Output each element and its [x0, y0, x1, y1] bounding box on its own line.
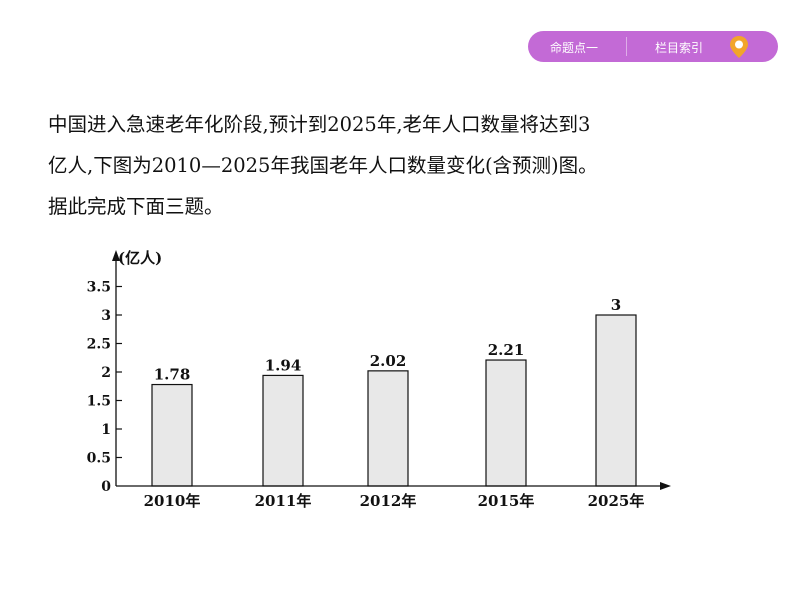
y-tick-label: 2.5: [87, 337, 111, 353]
y-tick-label: 3: [101, 308, 111, 324]
bar: [595, 314, 637, 487]
y-tick-label: 3.5: [87, 280, 111, 296]
question-intro: 中国进入急速老年化阶段,预计到2025年,老年人口数量将达到3 亿人,下图为20…: [48, 104, 768, 227]
x-category-label: 2015年: [478, 492, 535, 510]
bar-value-label: 1.78: [154, 366, 191, 384]
intro-line-2: 亿人,下图为2010—2025年我国老年人口数量变化(含预测)图。: [48, 154, 598, 177]
y-axis-label: (亿人): [118, 249, 162, 267]
y-tick-label: 1.5: [87, 394, 111, 410]
bar-value-label: 3: [611, 296, 621, 314]
bar: [367, 370, 409, 487]
bar: [262, 374, 304, 487]
x-category-label: 2012年: [360, 492, 417, 510]
location-pin-icon[interactable]: [728, 35, 750, 59]
bar: [151, 383, 193, 487]
x-category-label: 2010年: [144, 492, 201, 510]
y-tick-label: 1: [101, 422, 111, 438]
intro-line-1: 中国进入急速老年化阶段,预计到2025年,老年人口数量将达到3: [48, 113, 591, 136]
bar-value-label: 2.21: [488, 341, 525, 359]
tab-column-index[interactable]: 栏目索引: [655, 41, 704, 55]
x-category-label: 2011年: [255, 492, 312, 510]
y-axis-arrow: [112, 250, 120, 261]
y-tick-label: 2: [101, 365, 111, 381]
x-axis-arrow: [660, 482, 671, 490]
bar: [485, 359, 527, 487]
x-category-label: 2025年: [588, 492, 645, 510]
y-tick-label: 0.5: [87, 451, 111, 467]
top-nav-bar: 命题点一 栏目索引: [528, 31, 778, 62]
bar-value-label: 1.94: [265, 356, 302, 374]
bar-value-label: 2.02: [370, 352, 407, 370]
nav-divider: [626, 37, 627, 56]
tab-mingtidian-1[interactable]: 命题点一: [550, 41, 599, 55]
intro-line-3: 据此完成下面三题。: [48, 195, 224, 218]
y-tick-label: 0: [101, 479, 111, 495]
